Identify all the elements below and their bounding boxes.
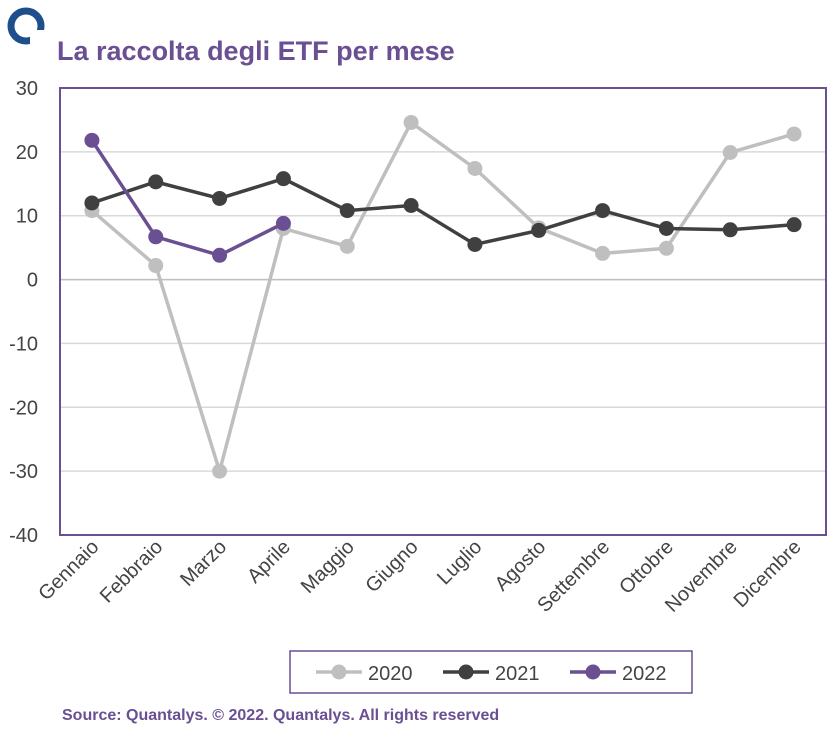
x-tick-label: Febbraio	[96, 536, 167, 607]
series-line-2021	[91, 176, 795, 247]
y-tick-label: -10	[9, 333, 38, 355]
data-point-2020	[595, 245, 611, 261]
series-line-2022	[90, 139, 285, 258]
y-tick-label: -20	[9, 397, 38, 419]
x-tick-label: Giugno	[361, 536, 422, 597]
x-tick-label: Marzo	[176, 536, 231, 591]
data-point-2022	[84, 132, 100, 148]
data-point-2021	[275, 171, 291, 187]
data-point-2022	[275, 215, 291, 231]
x-tick-label: Dicembre	[730, 536, 806, 612]
data-point-2021	[722, 222, 738, 238]
y-tick-label: -40	[9, 525, 38, 547]
data-point-2020	[786, 126, 802, 142]
legend-label: 2021	[495, 663, 540, 685]
data-point-2021	[467, 236, 483, 252]
data-point-2021	[339, 203, 355, 219]
x-tick-label: Gennaio	[34, 536, 103, 605]
x-tick-label: Luglio	[433, 536, 486, 589]
y-tick-label: 20	[16, 142, 38, 164]
legend-marker-2021	[458, 664, 474, 680]
data-point-2020	[148, 258, 164, 274]
data-point-2021	[212, 190, 228, 206]
x-tick-label: Maggio	[297, 536, 359, 598]
data-point-2021	[84, 195, 100, 211]
x-tick-label: Agosto	[491, 536, 551, 596]
data-point-2020	[212, 463, 228, 479]
data-point-2021	[595, 203, 611, 219]
y-tick-label: 0	[27, 270, 38, 292]
x-tick-label: Aprile	[243, 536, 295, 588]
data-point-2020	[722, 144, 738, 160]
y-tick-label: 10	[16, 206, 38, 228]
data-point-2020	[403, 114, 419, 130]
data-point-2022	[148, 229, 164, 245]
data-point-2022	[212, 247, 228, 263]
data-point-2020	[339, 238, 355, 254]
legend-marker-2022	[585, 664, 601, 680]
legend-label: 2022	[622, 663, 667, 685]
data-point-2020	[658, 240, 674, 256]
data-point-2021	[786, 217, 802, 233]
legend-label: 2020	[368, 663, 413, 685]
data-point-2021	[403, 197, 419, 213]
chart-title: La raccolta degli ETF per mese	[57, 36, 455, 66]
legend-marker-2020	[331, 664, 347, 680]
data-point-2021	[658, 220, 674, 236]
data-point-2021	[531, 222, 547, 238]
legend-box	[289, 650, 693, 694]
source-note: Source: Quantalys. © 2022. Quantalys. Al…	[62, 707, 500, 724]
y-tick-label: -30	[9, 461, 38, 483]
y-tick-label: 30	[16, 78, 38, 100]
x-tick-label: Ottobre	[615, 536, 678, 599]
data-point-2020	[467, 160, 483, 176]
series-line-2020	[90, 119, 795, 478]
quantalys-logo-icon	[7, 7, 45, 45]
data-point-2021	[148, 174, 164, 190]
plot-border	[59, 87, 827, 536]
